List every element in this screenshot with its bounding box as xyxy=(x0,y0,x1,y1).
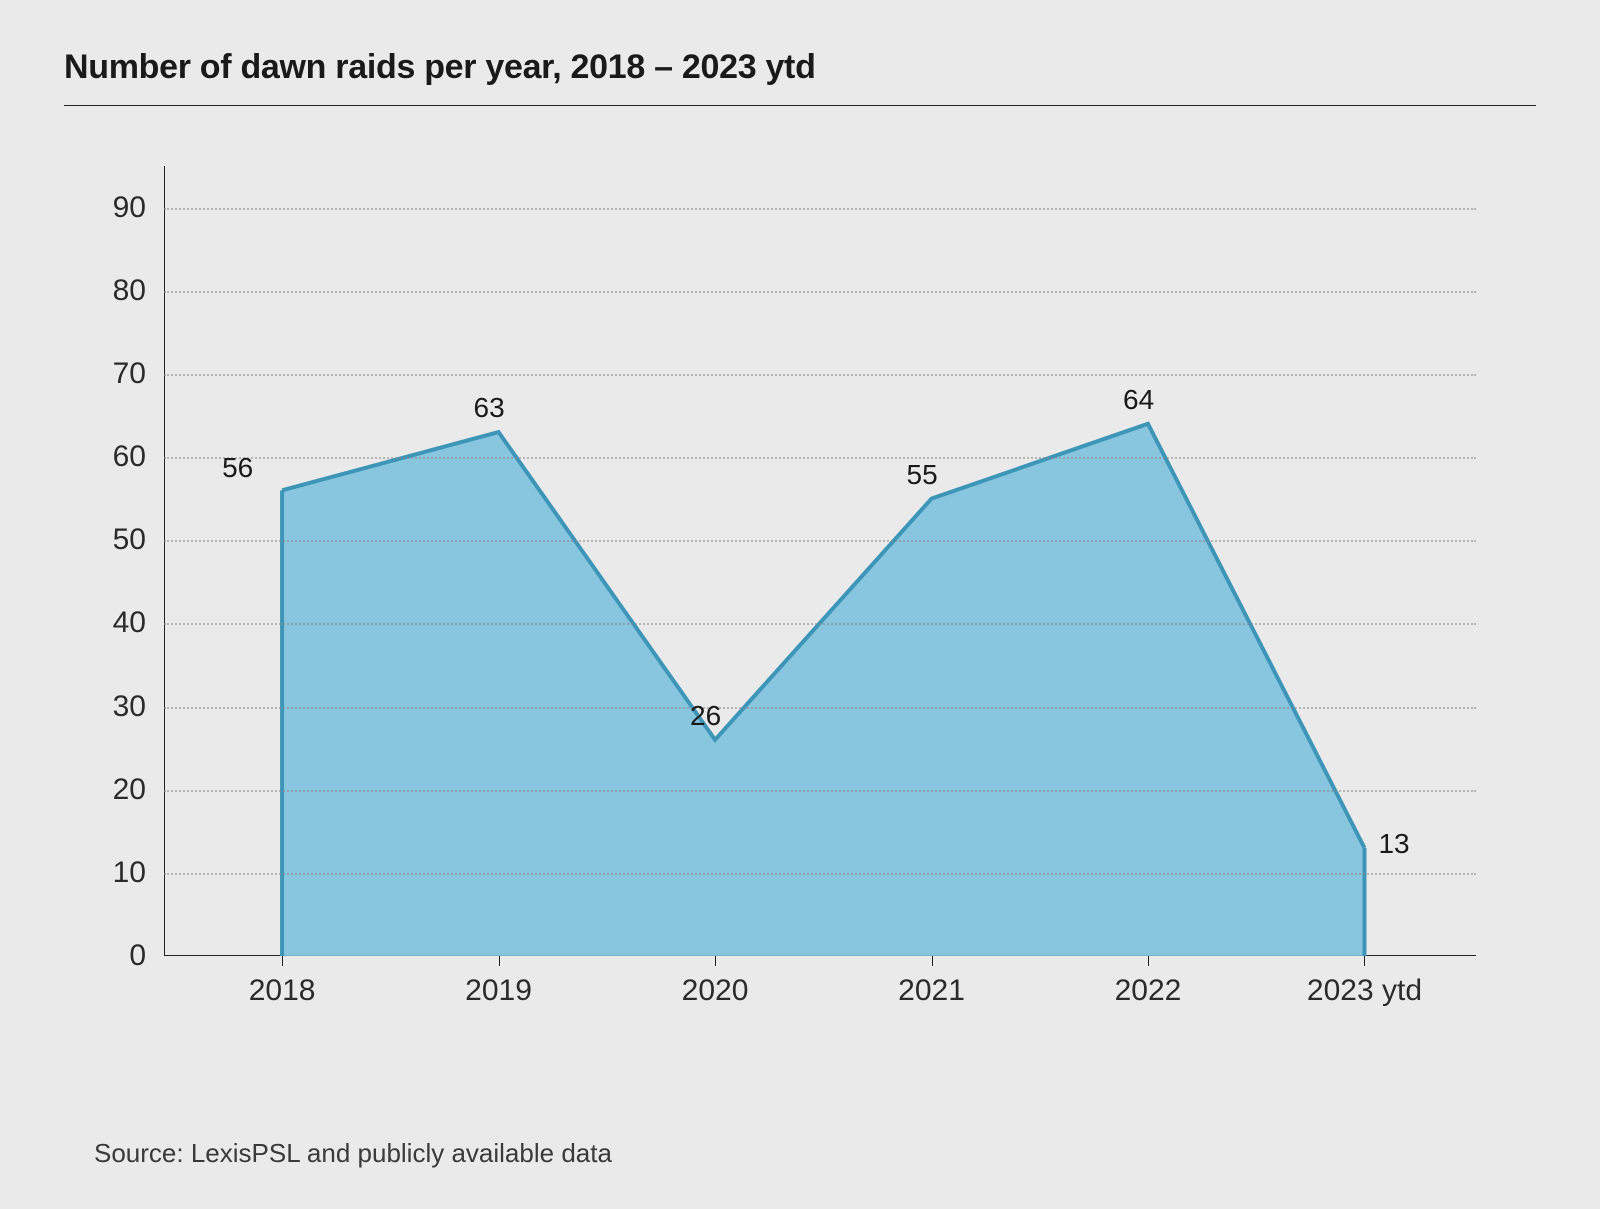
plot-outer: 0 10 20 30 40 50 60 70 80 90 2018 2019 2020 2021 2022 2… xyxy=(64,126,1536,1036)
area-chart-svg xyxy=(164,166,1476,956)
y-tick-label: 90 xyxy=(113,191,164,225)
x-tick-label: 2023 ytd xyxy=(1307,956,1422,1008)
plot-area: 0102030405060708090201820192020202120222… xyxy=(164,166,1476,956)
data-label: 26 xyxy=(690,700,721,732)
y-tick-label: 80 xyxy=(113,274,164,308)
y-tick-label: 60 xyxy=(113,440,164,474)
x-tick-label: 2021 xyxy=(898,956,965,1008)
chart-container: Number of dawn raids per year, 2018 – 20… xyxy=(0,0,1600,1209)
y-tick-label: 0 xyxy=(129,939,164,973)
data-label: 56 xyxy=(222,452,253,484)
y-tick-label: 20 xyxy=(113,773,164,807)
y-tick-label: 50 xyxy=(113,523,164,557)
y-tick-label: 70 xyxy=(113,357,164,391)
data-label: 63 xyxy=(474,392,505,424)
gridline xyxy=(164,208,1476,210)
gridline xyxy=(164,623,1476,625)
gridline xyxy=(164,374,1476,376)
data-label: 55 xyxy=(907,459,938,491)
title-underline xyxy=(64,105,1536,106)
chart-title: Number of dawn raids per year, 2018 – 20… xyxy=(64,48,1536,105)
x-tick-label: 2020 xyxy=(682,956,749,1008)
gridline xyxy=(164,790,1476,792)
y-tick-label: 40 xyxy=(113,606,164,640)
x-tick-label: 2022 xyxy=(1115,956,1182,1008)
data-label: 13 xyxy=(1378,828,1409,860)
x-tick-label: 2019 xyxy=(465,956,532,1008)
x-tick-label: 2018 xyxy=(249,956,316,1008)
data-label: 64 xyxy=(1123,384,1154,416)
source-note: Source: LexisPSL and publicly available … xyxy=(94,1138,612,1169)
y-tick-label: 10 xyxy=(113,856,164,890)
gridline xyxy=(164,457,1476,459)
gridline xyxy=(164,291,1476,293)
gridline xyxy=(164,540,1476,542)
gridline xyxy=(164,707,1476,709)
area-fill xyxy=(282,424,1364,956)
gridline xyxy=(164,873,1476,875)
y-tick-label: 30 xyxy=(113,690,164,724)
